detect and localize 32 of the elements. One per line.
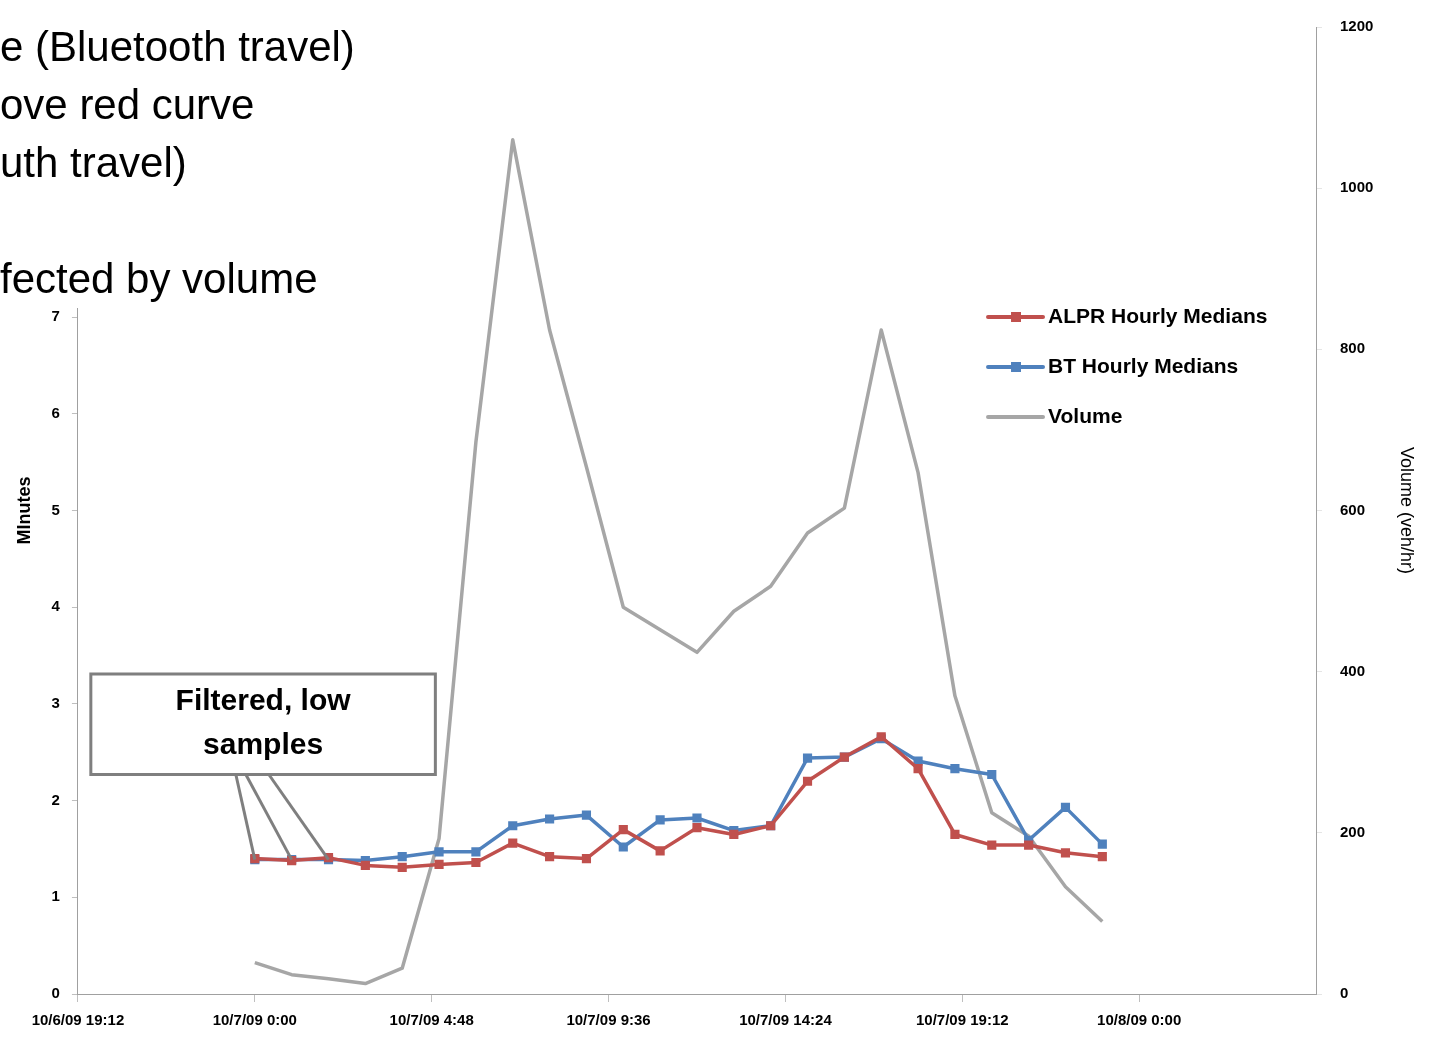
x-tick-label: 10/7/09 0:00 — [212, 1011, 297, 1029]
y2-tick-label: 600 — [1340, 500, 1366, 518]
y-tick-label: 1 — [51, 887, 60, 905]
x-tick-label: 10/7/09 19:12 — [916, 1011, 1009, 1029]
x-tick-label: 10/6/09 19:12 — [31, 1011, 125, 1029]
annotation: fected by volume — [0, 254, 319, 304]
x-tick-label: 10/7/09 9:36 — [566, 1011, 651, 1029]
legend-label: BT Hourly Medians — [1048, 353, 1239, 377]
y2-axis-title: Volume (veh/hr) — [1397, 446, 1418, 575]
legend-label: Volume — [1048, 403, 1123, 427]
legend-label: ALPR Hourly Medians — [1048, 303, 1268, 327]
x-tick-label: 10/8/09 0:00 — [1097, 1011, 1182, 1029]
y2-tick-label: 1000 — [1340, 178, 1374, 196]
y2-tick-label: 400 — [1340, 661, 1366, 679]
y-tick-label: 3 — [51, 694, 60, 712]
y-tick-label: 5 — [51, 500, 60, 518]
x-tick-label: 10/7/09 14:24 — [739, 1011, 833, 1029]
y-tick-label: 2 — [51, 790, 60, 808]
y-tick-label: 4 — [51, 597, 61, 615]
annotation: uth travel) — [0, 138, 188, 188]
annotation: e (Bluetooth travel) — [0, 22, 356, 72]
y-tick-label: 7 — [51, 307, 60, 325]
y2-tick-label: 200 — [1340, 822, 1366, 840]
annotation: ove red curve — [0, 80, 256, 130]
y-axis-title: MInutes — [13, 476, 34, 545]
y-tick-label: 0 — [51, 984, 60, 1002]
annotation: Filtered, low samples — [175, 683, 352, 761]
x-tick-label: 10/7/09 4:48 — [389, 1011, 474, 1029]
y2-tick-label: 0 — [1340, 984, 1349, 1002]
y2-tick-label: 800 — [1340, 339, 1366, 357]
y2-tick-label: 1200 — [1340, 17, 1374, 35]
y-tick-label: 6 — [51, 403, 60, 421]
